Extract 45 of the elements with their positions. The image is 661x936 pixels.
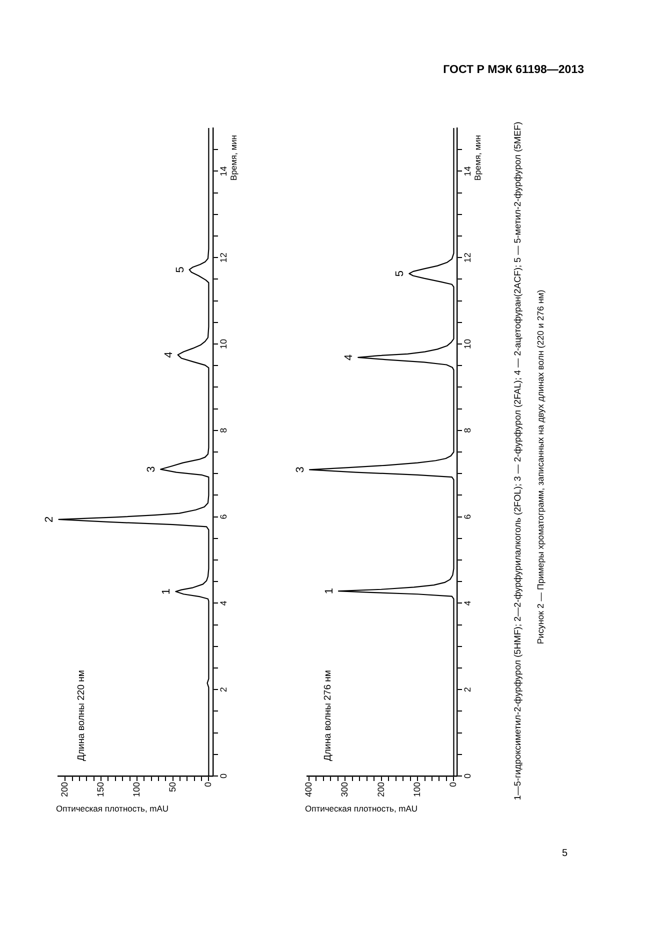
text: Рисунок 2 — Примеры хроматограмм, записанных на двух длинах волн (220 и 276 нм) [536, 290, 546, 644]
y-tick-label: 8 [218, 428, 228, 433]
annotation: 1 [160, 588, 173, 595]
y-tick-label: 6 [218, 514, 228, 520]
y-axis-title: Время, мин [228, 134, 238, 181]
y-tick-label: 8 [462, 428, 472, 433]
y-tick-label: 2 [218, 687, 228, 692]
x-tick-label: 0 [203, 782, 214, 788]
x-tick-label: 150 [96, 782, 106, 798]
annotation: Длина волны 220 нм [76, 670, 87, 762]
y-tick-label: 0 [218, 773, 228, 779]
y-tick-label: 4 [218, 600, 228, 606]
y-tick-label: 12 [462, 252, 472, 263]
x-axis-title: Оптическая плотность, mAU [305, 803, 418, 814]
text: 5 [562, 848, 568, 859]
annotation: 3 [294, 466, 307, 473]
y-tick-label: 4 [462, 600, 472, 606]
x-tick-label: 300 [340, 782, 350, 798]
annotation: Длина волны 276 нм [322, 670, 334, 762]
x-tick-label: 100 [131, 782, 142, 798]
text: ГОСТ Р МЭК 61198—2013 [443, 64, 584, 76]
annotation: 5 [174, 266, 186, 273]
x-tick-label: 200 [60, 782, 70, 798]
y-tick-label: 0 [462, 773, 472, 779]
y-tick-label: 12 [218, 252, 228, 263]
annotation: 4 [162, 352, 175, 358]
y-tick-label: 14 [462, 166, 472, 176]
text: 1—5-гидроксиметил-2-фурфурол (5HMF); 2—2-фурфурилалкоголь (2FOL); 3 — 2-фурфурол (2FAL); 4 — 2-ацетофуран(2ACF); 5 — 5-метил-2-фурфурол (5MEF) [512, 122, 523, 800]
annotation: 1 [324, 588, 336, 594]
y-tick-label: 14 [218, 166, 228, 176]
annotation: 5 [394, 270, 406, 277]
y-tick-label: 2 [462, 687, 472, 692]
x-axis-title: Оптическая плотность, mAU [56, 803, 169, 814]
y-tick-label: 10 [218, 338, 228, 350]
x-tick-label: 50 [167, 782, 178, 792]
annotation: 2 [44, 516, 56, 522]
y-axis-title: Время, мин [472, 134, 482, 181]
annotation: 4 [343, 354, 356, 360]
annotation: 3 [146, 466, 158, 472]
x-tick-label: 400 [303, 782, 314, 798]
y-tick-label: 10 [462, 338, 472, 350]
x-tick-label: 100 [412, 782, 422, 798]
y-tick-label: 6 [462, 514, 472, 520]
x-tick-label: 0 [448, 782, 458, 788]
x-tick-label: 200 [376, 782, 386, 798]
